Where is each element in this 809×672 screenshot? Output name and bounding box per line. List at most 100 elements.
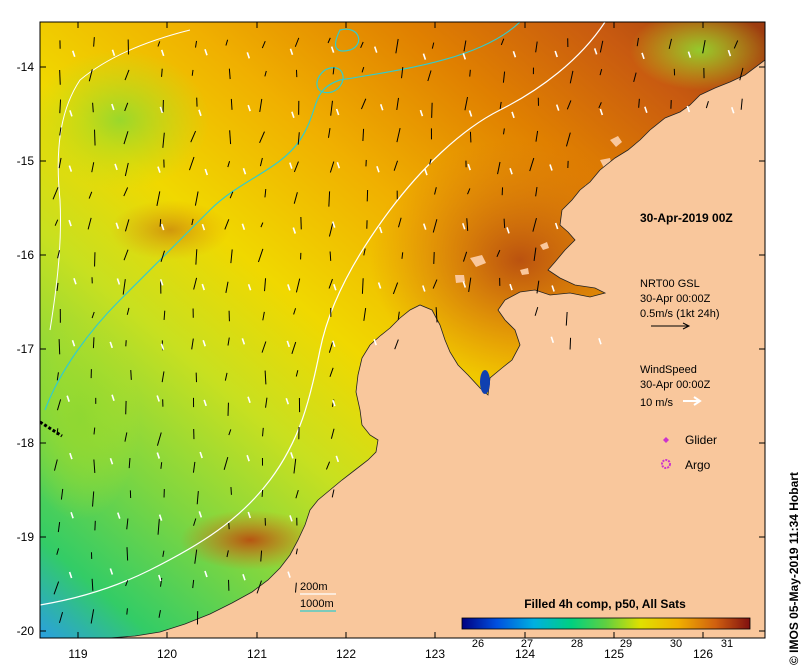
current-vector — [160, 462, 163, 469]
colorbar-ramp — [461, 617, 751, 630]
current-vector — [124, 432, 128, 442]
current-vector — [295, 370, 299, 377]
current-vector — [230, 98, 233, 110]
current-vector — [328, 191, 331, 207]
wind-vector — [201, 283, 206, 291]
colorbar-tick: 30 — [670, 638, 682, 650]
current-vector — [196, 490, 199, 505]
wind-vector — [247, 511, 252, 519]
current-vector — [499, 101, 502, 110]
current-vector — [123, 187, 129, 197]
wind-vector — [241, 338, 246, 345]
current-vector — [360, 98, 367, 110]
current-vector — [566, 100, 572, 110]
current-vector — [262, 427, 264, 437]
current-vector — [91, 578, 94, 591]
wind-vector — [506, 227, 510, 234]
wind-vector — [641, 52, 645, 60]
estuary-water — [480, 370, 490, 394]
current-vector — [396, 97, 399, 111]
argo-marker-icon — [661, 459, 671, 469]
wind-scale-arrowhead — [693, 396, 702, 406]
wind-vector — [373, 338, 377, 346]
current-vector — [57, 250, 61, 259]
wind-vector — [114, 163, 118, 171]
current-vector — [702, 40, 706, 54]
wind-vector — [116, 278, 121, 285]
current-vector — [160, 250, 165, 262]
wind-vector — [509, 168, 513, 175]
wind-vector — [731, 107, 735, 114]
current-vector — [159, 219, 162, 227]
current-vector — [57, 521, 61, 533]
longitude-axis: 119 120 121 122 123 124 125 126 — [68, 22, 713, 661]
current-vector — [467, 188, 471, 195]
wind-vector — [289, 162, 293, 169]
current-vector — [535, 41, 538, 53]
current-vector — [223, 456, 229, 470]
wind-vector — [373, 46, 378, 53]
current-vector — [569, 70, 574, 84]
wind-vector — [202, 339, 206, 347]
current-vector — [295, 278, 301, 293]
current-vector — [291, 341, 297, 354]
lon-tick-label: 119 — [68, 647, 87, 661]
current-vector — [93, 459, 96, 473]
wind-vector — [158, 514, 163, 521]
argo-legend-label: Argo — [685, 458, 711, 472]
current-vector — [395, 38, 399, 54]
current-vector — [535, 186, 538, 197]
wind-vector — [599, 108, 604, 116]
current-vector — [126, 608, 128, 615]
current-vector — [362, 128, 365, 142]
current-vector — [88, 191, 93, 199]
current-vector — [259, 157, 263, 167]
marker-legend: Glider Argo — [661, 433, 717, 472]
wind-vector — [333, 283, 337, 291]
current-vector — [536, 280, 540, 294]
current-vector — [194, 549, 198, 564]
wind-vector — [198, 109, 202, 117]
wind-vector — [555, 104, 560, 111]
current-vector — [529, 157, 535, 172]
latitude-axis: -14 -15 -16 -17 -18 -19 -20 — [17, 60, 765, 638]
current-vector — [503, 128, 505, 135]
current-vector — [295, 582, 297, 593]
land-mass — [110, 60, 765, 638]
wind-vector — [468, 110, 473, 117]
wind-vector — [69, 110, 73, 117]
wind-vector — [68, 219, 72, 227]
current-vector — [293, 161, 299, 173]
currents-legend-time: 30-Apr 00:00Z — [640, 293, 711, 305]
current-vector — [328, 341, 334, 353]
wind-legend: WindSpeed 30-Apr 00:00Z 10 m/s — [640, 364, 711, 409]
current-vector — [401, 66, 404, 79]
current-vector — [330, 428, 335, 439]
wind-vector — [686, 105, 691, 113]
lon-tick-label: 122 — [336, 647, 356, 661]
current-vector — [163, 310, 166, 320]
wind-vector — [242, 168, 247, 175]
current-vector — [394, 339, 399, 350]
wind-vector — [204, 49, 208, 56]
credit-text: © IMOS 05-May-2019 11:34 Hobart — [787, 472, 801, 665]
wind-vector — [422, 53, 427, 60]
wind-vector — [335, 455, 340, 463]
current-vector — [54, 219, 59, 226]
current-vector — [56, 282, 59, 292]
current-vectors — [52, 37, 744, 625]
wind-vector — [159, 106, 164, 114]
wind-vector — [378, 226, 383, 234]
current-vector — [56, 548, 60, 555]
current-vector — [565, 311, 568, 326]
current-vector — [188, 156, 195, 171]
current-vector — [432, 279, 438, 289]
current-vector — [161, 371, 165, 383]
current-vector — [397, 217, 402, 228]
current-vector — [739, 67, 744, 81]
current-vector — [401, 252, 404, 259]
wind-vector — [203, 399, 207, 407]
current-vector — [293, 458, 297, 474]
current-vector — [392, 282, 399, 295]
current-vector — [160, 577, 163, 587]
